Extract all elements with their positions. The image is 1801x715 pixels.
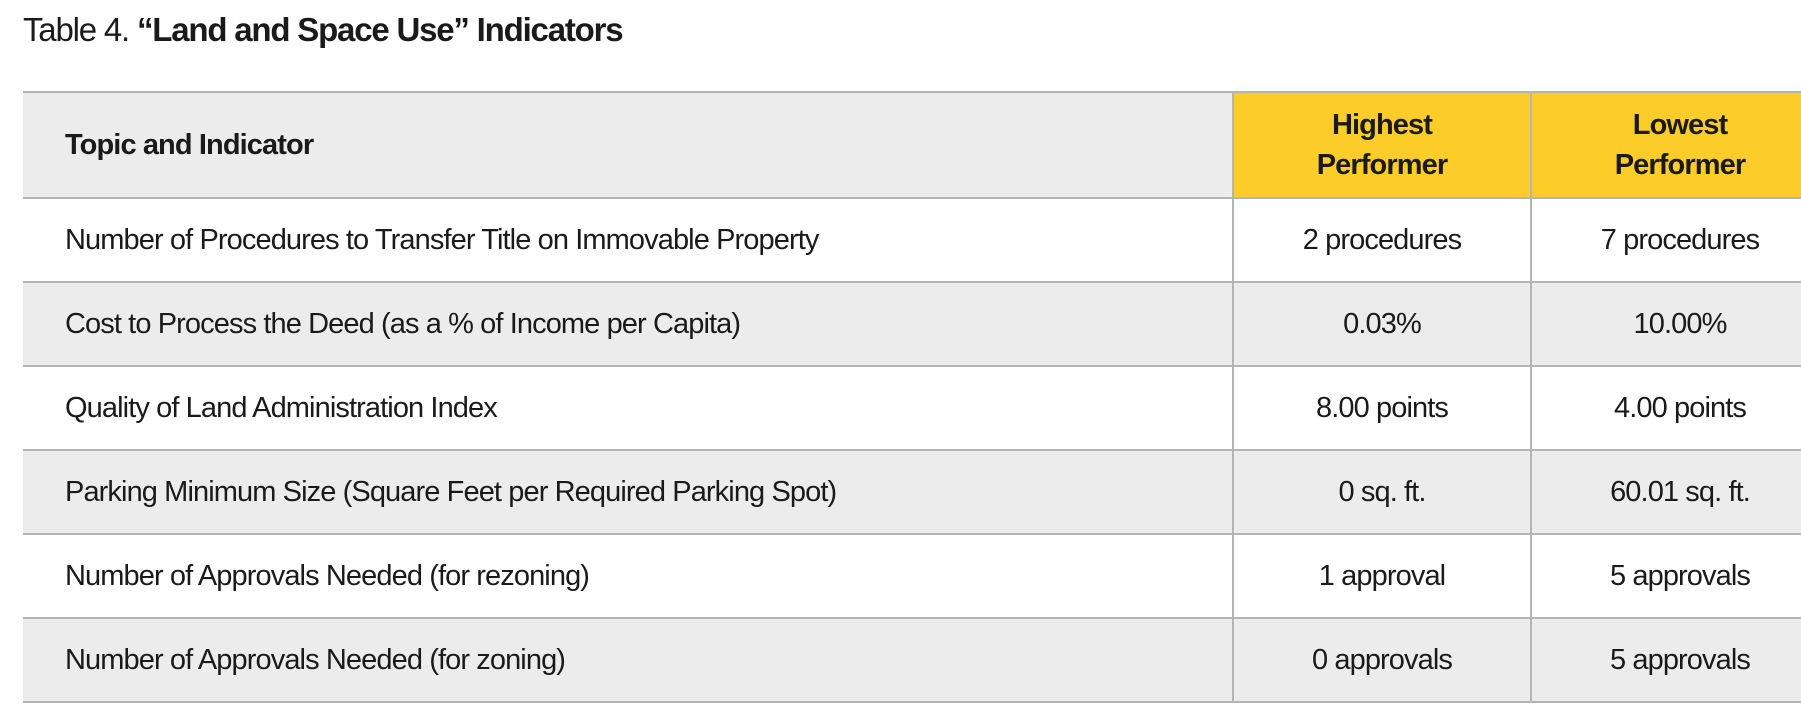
row-lowest-value: 5 approvals — [1530, 533, 1801, 618]
header-row: Topic and Indicator Highest Performer Lo… — [23, 91, 1801, 198]
row-indicator: Cost to Process the Deed (as a % of Inco… — [23, 281, 1233, 366]
table-title-main: “Land and Space Use” Indicators — [136, 11, 624, 48]
row-highest-value: 1 approval — [1232, 533, 1531, 618]
header-lowest-line1: Lowest — [1632, 109, 1728, 141]
row-lowest-value: 4.00 points — [1530, 365, 1801, 450]
row-lowest-value: 10.00% — [1530, 281, 1801, 366]
row-indicator: Number of Approvals Needed (for zoning) — [23, 617, 1233, 703]
table-title: Table 4. “Land and Space Use” Indicators — [23, 2, 624, 58]
header-lowest-performer: Lowest Performer — [1530, 91, 1801, 198]
row-lowest-value: 5 approvals — [1530, 617, 1801, 703]
row-highest-value: 2 procedures — [1232, 197, 1531, 282]
table-body: Number of Procedures to Transfer Title o… — [23, 197, 1801, 703]
row-highest-value: 0 sq. ft. — [1232, 449, 1531, 534]
header-highest-performer: Highest Performer — [1232, 91, 1531, 198]
table-row: Parking Minimum Size (Square Feet per Re… — [23, 449, 1801, 534]
row-highest-value: 8.00 points — [1232, 365, 1531, 450]
row-indicator: Parking Minimum Size (Square Feet per Re… — [23, 449, 1233, 534]
row-lowest-value: 60.01 sq. ft. — [1530, 449, 1801, 534]
table-row: Cost to Process the Deed (as a % of Inco… — [23, 281, 1801, 366]
indicators-table: Topic and Indicator Highest Performer Lo… — [23, 91, 1801, 703]
header-lowest-line2: Performer — [1614, 149, 1746, 181]
row-lowest-value: 7 procedures — [1530, 197, 1801, 282]
row-highest-value: 0.03% — [1232, 281, 1531, 366]
table-row: Number of Procedures to Transfer Title o… — [23, 197, 1801, 282]
header-highest-line1: Highest — [1331, 109, 1433, 141]
row-indicator: Quality of Land Administration Index — [23, 365, 1233, 450]
table-row: Quality of Land Administration Index 8.0… — [23, 365, 1801, 450]
table-title-prefix: Table 4. — [23, 11, 130, 48]
row-indicator: Number of Approvals Needed (for rezoning… — [23, 533, 1233, 618]
header-highest-line2: Performer — [1316, 149, 1448, 181]
table-row: Number of Approvals Needed (for rezoning… — [23, 533, 1801, 618]
row-indicator: Number of Procedures to Transfer Title o… — [23, 197, 1233, 282]
header-topic: Topic and Indicator — [23, 91, 1233, 198]
table-row: Number of Approvals Needed (for zoning) … — [23, 617, 1801, 703]
row-highest-value: 0 approvals — [1232, 617, 1531, 703]
table-header: Topic and Indicator Highest Performer Lo… — [23, 91, 1801, 198]
